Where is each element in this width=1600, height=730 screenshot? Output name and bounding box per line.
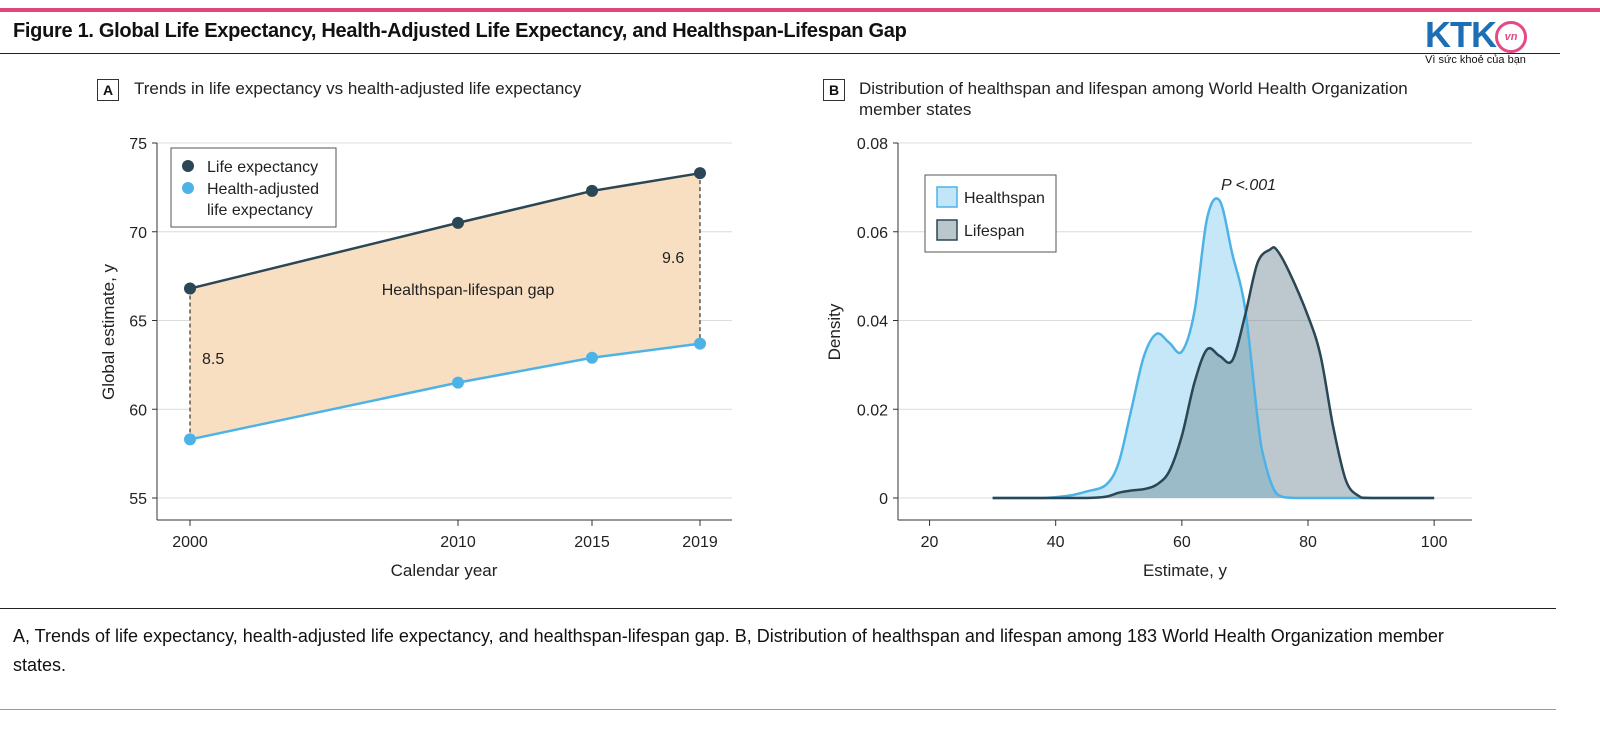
- y-tick-label: 75: [129, 136, 147, 153]
- x-axis-label: Calendar year: [391, 561, 498, 580]
- panel-a-title: Trends in life expectancy vs health-adju…: [134, 79, 582, 98]
- logo-tagline: Vì sức khoẻ của bạn: [1425, 54, 1526, 66]
- logo-ring-icon: vn: [1495, 21, 1527, 53]
- legend-healthspan-label: Healthspan: [964, 190, 1045, 207]
- legend-life-marker: [182, 160, 194, 172]
- logo-ring-text: vn: [1504, 31, 1518, 43]
- x-tick-label: 2015: [574, 534, 610, 551]
- chart-b-density: 0 0.02 0.04 0.06 0.08 20 40 60 80 100 Estimate, y D…: [825, 136, 1472, 580]
- life-expectancy-point: [184, 282, 196, 295]
- life-expectancy-point: [452, 216, 464, 229]
- gap-2019-label: 9.6: [662, 250, 684, 267]
- p-value-annotation: P <.001: [1221, 177, 1276, 194]
- life-expectancy-point: [694, 167, 706, 180]
- life-expectancy-point: [586, 184, 598, 197]
- bottom-rule: [0, 709, 1556, 710]
- lifespan-line: [992, 246, 1435, 500]
- x-tick-label: 2000: [172, 534, 208, 551]
- panel-b-title: Distribution of healthspan and lifespan …: [859, 79, 1408, 98]
- x-tick-label: 20: [921, 534, 939, 551]
- life-expectancy-line: [189, 171, 701, 290]
- y-tick-label: 0.08: [857, 136, 888, 153]
- gap-2000-label: 8.5: [202, 351, 224, 368]
- x-tick-label: 40: [1047, 534, 1065, 551]
- y-tick-label: 0.06: [857, 225, 888, 242]
- y-tick-label: 0.02: [857, 402, 888, 419]
- panel-b-title-line2: member states: [859, 100, 972, 119]
- hale-point: [694, 337, 706, 350]
- y-tick-label: 0.04: [857, 314, 888, 331]
- gap-area: [190, 173, 700, 440]
- legend-lifespan-swatch: [936, 219, 958, 241]
- title-rule: [0, 53, 1560, 54]
- y-tick-label: 65: [129, 314, 147, 331]
- healthspan-area: [992, 198, 1435, 498]
- hale-point: [452, 376, 464, 389]
- y-tick-label: 70: [129, 225, 147, 242]
- y-tick-label: 55: [129, 491, 147, 508]
- legend-hale-label-2: life expectancy: [207, 202, 313, 219]
- accent-bar: [0, 8, 1600, 12]
- lifespan-area: [992, 247, 1435, 498]
- panel-b-label: B: [823, 79, 845, 101]
- hale-point: [586, 351, 598, 364]
- y-axis-label: Global estimate, y: [99, 263, 118, 400]
- healthspan-line: [992, 197, 1435, 500]
- y-tick-label: 0: [879, 491, 888, 508]
- x-tick-label: 80: [1299, 534, 1317, 551]
- logo-text: KTK: [1425, 14, 1497, 55]
- x-tick-label: 2019: [682, 534, 718, 551]
- legend-hale-marker: [182, 182, 194, 194]
- x-axis-label: Estimate, y: [1143, 561, 1228, 580]
- hale-line: [189, 342, 701, 441]
- gap-label: Healthspan-lifespan gap: [382, 282, 555, 299]
- figure-caption: A, Trends of life expectancy, health-adj…: [13, 626, 1444, 675]
- y-tick-label: 60: [129, 402, 147, 419]
- panel-a-label: A: [97, 79, 119, 101]
- legend-lifespan-label: Lifespan: [964, 223, 1025, 240]
- x-tick-label: 60: [1173, 534, 1191, 551]
- ktk-logo[interactable]: KTK vn Vì sức khoẻ của bạn: [1425, 14, 1555, 70]
- x-tick-label: 2010: [440, 534, 476, 551]
- legend-life-label: Life expectancy: [207, 159, 318, 176]
- chart-a-trends: 55 60 65 70 75 2000 2010 2015 2019 Calendar year G…: [99, 136, 732, 580]
- caption-rule: [0, 608, 1556, 609]
- hale-point: [184, 433, 196, 446]
- y-axis-label: Density: [825, 303, 844, 360]
- legend-healthspan-swatch: [936, 186, 958, 208]
- legend-box: [170, 147, 337, 228]
- legend-hale-label-1: Health-adjusted: [207, 181, 319, 198]
- figure-title: Figure 1. Global Life Expectancy, Health…: [13, 20, 907, 42]
- x-tick-label: 100: [1421, 534, 1448, 551]
